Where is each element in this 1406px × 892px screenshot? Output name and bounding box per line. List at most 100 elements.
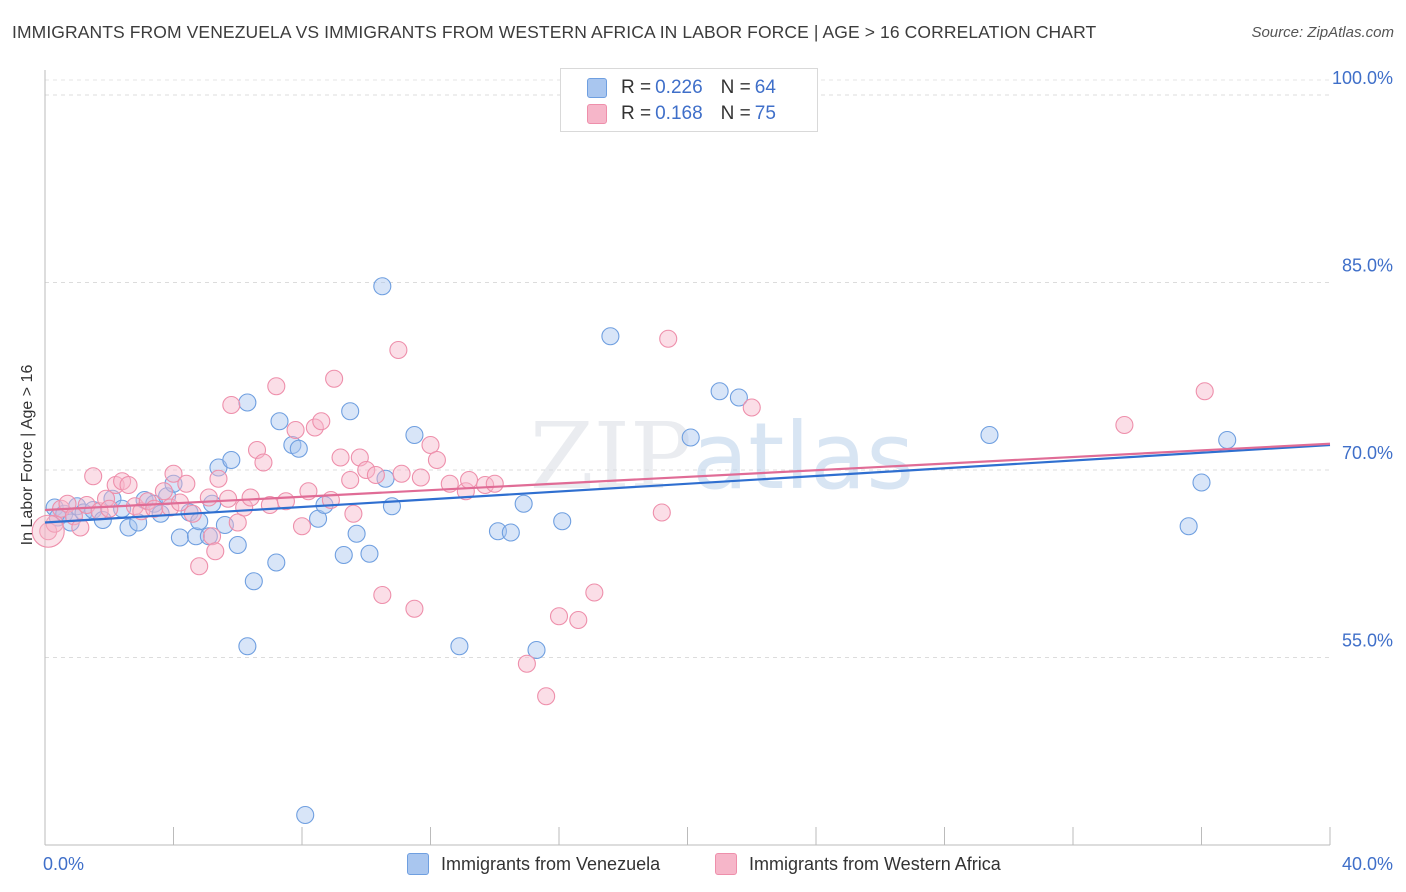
venezuela-point bbox=[238, 393, 257, 412]
western-africa-point bbox=[366, 465, 385, 485]
western-africa-point bbox=[286, 420, 305, 440]
y-axis-label: In Labor Force | Age > 16 bbox=[19, 364, 36, 546]
western-africa-point bbox=[100, 499, 119, 518]
stats-legend-row-western-africa: R = 0.168 N = 75 bbox=[587, 102, 780, 126]
venezuela-point bbox=[222, 450, 241, 470]
western-africa-point bbox=[585, 583, 604, 602]
venezuela-point bbox=[119, 518, 138, 537]
n-value: 75 bbox=[754, 103, 776, 124]
western-africa-point bbox=[659, 329, 678, 348]
venezuela-point bbox=[164, 474, 183, 493]
trend-lines bbox=[44, 442, 1331, 524]
venezuela-point bbox=[527, 640, 546, 660]
western-africa-point bbox=[254, 453, 273, 472]
western-africa-point bbox=[389, 340, 408, 360]
western-africa-point bbox=[1195, 382, 1214, 401]
venezuela-legend-swatch bbox=[407, 853, 429, 875]
western-africa-point bbox=[485, 474, 504, 493]
venezuela-trend-line bbox=[44, 443, 1331, 524]
western-africa-point bbox=[537, 687, 556, 706]
legend-item-western-africa: Immigrants from Western Africa bbox=[715, 852, 1001, 876]
western-africa-point bbox=[373, 585, 392, 605]
western-africa-point bbox=[222, 395, 241, 415]
western-africa-point bbox=[411, 468, 430, 487]
western-africa-point bbox=[31, 514, 65, 548]
venezuela-point bbox=[980, 425, 999, 445]
western-africa-point bbox=[190, 557, 209, 576]
legend-label: Immigrants from Western Africa bbox=[749, 853, 1001, 874]
western-africa-point bbox=[241, 488, 260, 507]
western-africa-point bbox=[517, 654, 536, 673]
western-africa-point bbox=[427, 450, 446, 470]
venezuela-point bbox=[289, 439, 308, 458]
western-africa-point bbox=[459, 470, 479, 490]
western-africa-point bbox=[652, 503, 671, 522]
western-africa-point bbox=[71, 518, 90, 537]
western-africa-swatch bbox=[587, 104, 607, 124]
venezuela-point bbox=[373, 277, 392, 296]
venezuela-point bbox=[170, 528, 189, 547]
y-tick-label: 100.0% bbox=[1332, 68, 1393, 88]
venezuela-point bbox=[238, 637, 257, 656]
venezuela-point bbox=[1179, 517, 1198, 536]
western-africa-point bbox=[405, 599, 424, 618]
stats-legend-row-venezuela: R = 0.226 N = 64 bbox=[587, 76, 780, 100]
legend-item-venezuela: Immigrants from Venezuela bbox=[407, 852, 660, 876]
x-tick-labels: 0.0% 40.0% bbox=[43, 854, 1393, 874]
venezuela-point bbox=[501, 523, 520, 542]
venezuela-point bbox=[228, 535, 247, 555]
venezuela-point bbox=[347, 524, 366, 543]
venezuela-point bbox=[296, 805, 315, 825]
legend-label: Immigrants from Venezuela bbox=[441, 853, 661, 874]
venezuela-point bbox=[341, 402, 360, 421]
western-africa-point bbox=[228, 513, 247, 532]
r-label: R = bbox=[621, 103, 652, 124]
chart-title: IMMIGRANTS FROM VENEZUELA VS IMMIGRANTS … bbox=[12, 22, 1097, 42]
n-label: N = bbox=[720, 77, 751, 98]
western-africa-point bbox=[267, 377, 286, 396]
western-africa-point bbox=[206, 542, 225, 561]
western-africa-point bbox=[392, 464, 411, 483]
venezuela-swatch bbox=[587, 78, 607, 98]
venezuela-point bbox=[1192, 473, 1211, 492]
western-africa-point bbox=[742, 398, 761, 417]
venezuela-point bbox=[450, 637, 469, 656]
western-africa-point bbox=[421, 435, 440, 455]
venezuela-point bbox=[553, 512, 572, 531]
venezuela-point bbox=[186, 527, 206, 546]
western-africa-point bbox=[357, 460, 376, 480]
n-label: N = bbox=[720, 103, 751, 124]
venezuela-point bbox=[488, 522, 508, 541]
r-value: 0.168 bbox=[655, 103, 703, 124]
y-tick-label: 55.0% bbox=[1342, 631, 1393, 651]
western-africa-legend-swatch bbox=[715, 853, 737, 875]
western-africa-point bbox=[219, 489, 238, 508]
western-africa-point bbox=[164, 464, 183, 483]
western-africa-point bbox=[325, 369, 344, 388]
western-africa-point bbox=[177, 474, 196, 493]
venezuela-point bbox=[710, 382, 729, 401]
western-africa-trend-line bbox=[44, 442, 1331, 512]
x-tick-label-min: 0.0% bbox=[43, 854, 84, 874]
source-credit: Source: ZipAtlas.com bbox=[1251, 24, 1394, 41]
stats-legend: R = 0.226 N = 64 R = 0.168 N = 75 bbox=[560, 68, 818, 132]
watermark: ZIPatlas bbox=[530, 403, 915, 510]
watermark-text: ZIPatlas bbox=[530, 403, 915, 510]
western-africa-point bbox=[312, 412, 331, 431]
y-tick-labels: 55.0% 70.0% 85.0% 100.0% bbox=[1332, 68, 1393, 651]
western-africa-point bbox=[199, 488, 218, 507]
western-africa-point bbox=[331, 448, 350, 467]
western-africa-point bbox=[341, 470, 360, 490]
western-africa-point bbox=[476, 475, 495, 495]
western-africa-point bbox=[549, 607, 569, 626]
venezuela-point bbox=[270, 412, 289, 431]
axes bbox=[44, 70, 1331, 846]
western-africa-point bbox=[119, 475, 138, 495]
venezuela-point bbox=[376, 469, 395, 488]
r-label: R = bbox=[621, 77, 652, 98]
data-points bbox=[31, 277, 1237, 825]
venezuela-point bbox=[405, 425, 424, 445]
western-africa-point bbox=[203, 527, 222, 546]
western-africa-point bbox=[344, 504, 363, 523]
western-africa-point bbox=[1115, 415, 1134, 435]
